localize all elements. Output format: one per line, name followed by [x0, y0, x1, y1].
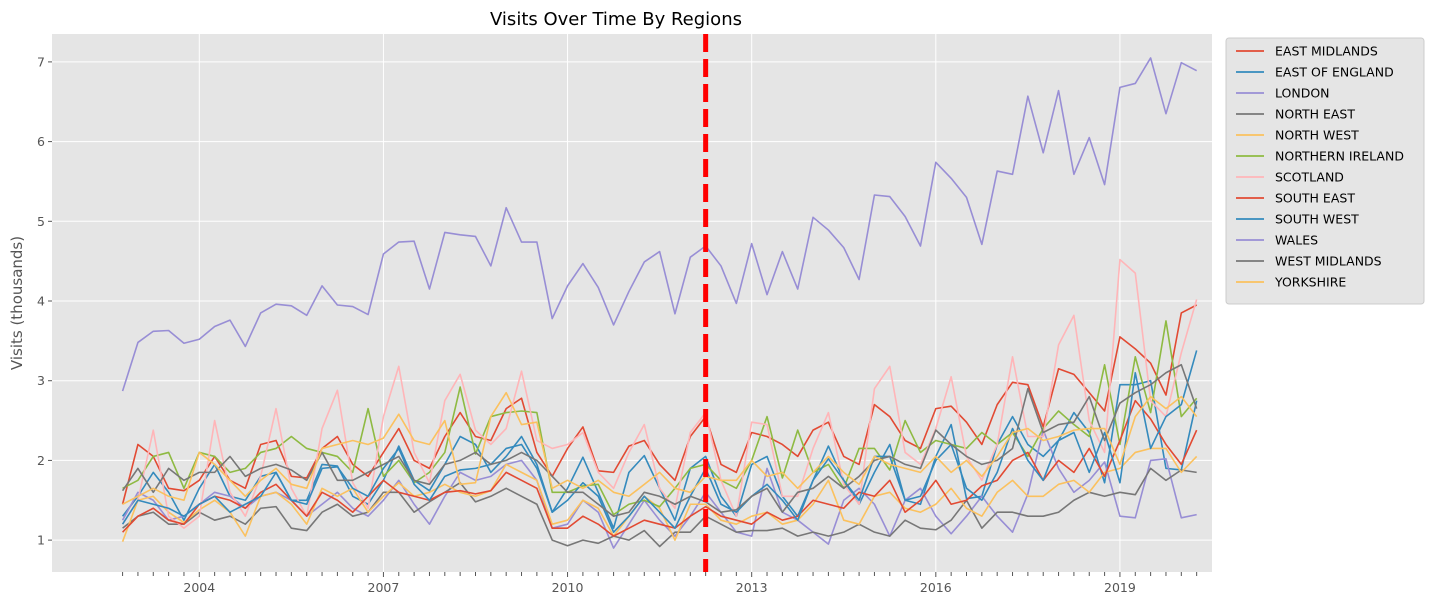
series-line — [121, 363, 1198, 518]
legend-label: SCOTLAND — [1275, 170, 1344, 185]
legend-label: NORTH WEST — [1275, 128, 1359, 143]
x-tick-label: 2004 — [183, 580, 215, 595]
legend-label: LONDON — [1275, 86, 1330, 101]
x-tick-label: 2010 — [552, 580, 584, 595]
series-line — [122, 467, 1197, 548]
legend-label: EAST MIDLANDS — [1275, 44, 1378, 59]
y-tick-label: 7 — [37, 54, 45, 69]
x-tick-label: 2013 — [736, 580, 768, 595]
legend-label: WEST MIDLANDS — [1275, 254, 1382, 269]
legend-box — [1225, 37, 1425, 305]
x-tick-label: 2007 — [368, 580, 400, 595]
series-line — [121, 57, 1198, 392]
series-line — [121, 258, 1198, 529]
series-line — [121, 350, 1198, 533]
chart-title: Visits Over Time By Regions — [490, 9, 742, 30]
series-lines — [121, 57, 1198, 549]
y-axis-label: Visits (thousands) — [8, 236, 26, 370]
y-tick-label: 3 — [37, 373, 45, 388]
y-tick-label: 4 — [37, 294, 45, 309]
legend-label: NORTHERN IRELAND — [1275, 149, 1404, 164]
series-line — [121, 447, 1198, 542]
y-tick-label: 1 — [37, 533, 45, 548]
x-tick-label: 2019 — [1104, 580, 1136, 595]
legend-label: SOUTH WEST — [1275, 212, 1359, 227]
y-tick-label: 5 — [37, 214, 45, 229]
legend-label: SOUTH EAST — [1275, 191, 1355, 206]
legend: EAST MIDLANDS EAST OF ENGLAND LONDON NORTH … — [1225, 37, 1425, 305]
y-tick-label: 2 — [37, 453, 45, 468]
y-tick-label: 6 — [37, 134, 45, 149]
axes: 1 2 3 4 5 6 7 2004 2007 2010 2013 2016 2019 — [37, 54, 1198, 595]
legend-label: WALES — [1275, 233, 1318, 248]
series-line — [122, 391, 1198, 505]
x-tick-label: 2016 — [920, 580, 952, 595]
legend-label: YORKSHIRE — [1274, 275, 1346, 290]
legend-label: EAST OF ENGLAND — [1275, 65, 1394, 80]
series-line — [122, 399, 1198, 537]
plot-area — [52, 34, 1212, 572]
legend-label: NORTH EAST — [1275, 107, 1355, 122]
